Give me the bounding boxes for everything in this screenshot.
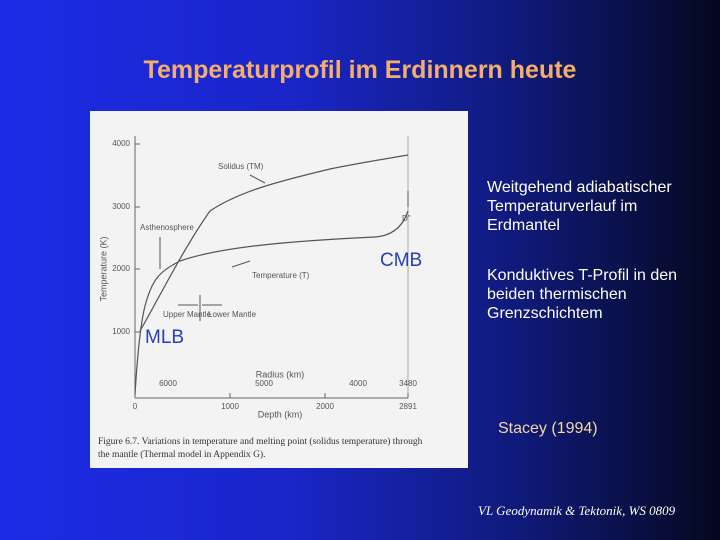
y-tick-label: 3000 <box>112 202 130 211</box>
figure-caption: Figure 6.7. Variations in temperature an… <box>98 436 423 447</box>
y-tick-label: 2000 <box>112 264 130 273</box>
footer: VL Geodynamik & Tektonik, WS 0809 <box>478 503 676 518</box>
depth-tick-label: 1000 <box>221 402 239 411</box>
radius-axis-title: Radius (km) <box>256 369 305 379</box>
figure: 4000 3000 2000 1000 0 1000 2000 2891 600… <box>90 111 468 468</box>
radius-tick-label: 3480 <box>399 379 417 388</box>
y-tick-label: 1000 <box>112 327 130 336</box>
depth-tick-label: 2000 <box>316 402 334 411</box>
y-axis-title: Temperature (K) <box>98 236 108 301</box>
temperature-curve <box>134 210 409 396</box>
annotation: Lower Mantle <box>208 310 257 319</box>
solidus-curve <box>139 154 409 332</box>
depth-tick-label: 2891 <box>399 402 417 411</box>
annotation: Asthenosphere <box>140 223 194 232</box>
y-tick-label: 4000 <box>112 139 130 148</box>
depth-tick-label: 0 <box>133 402 138 411</box>
depth-axis-title: Depth (km) <box>258 409 303 419</box>
radius-tick-label: 4000 <box>349 379 367 388</box>
annotation: D" <box>402 214 411 223</box>
annotation: Solidus (TM) <box>218 162 264 171</box>
tick-marks <box>135 143 409 398</box>
figure-background <box>90 111 468 468</box>
radius-tick-label: 5000 <box>255 379 273 388</box>
annotation: Upper Mantle <box>163 310 212 319</box>
arrows <box>159 174 409 321</box>
mlb-label: MLB <box>145 327 184 348</box>
figure-caption: the mantle (Thermal model in Appendix G)… <box>98 449 266 460</box>
annotation: Temperature (T) <box>252 271 310 280</box>
radius-tick-label: 6000 <box>159 379 177 388</box>
cmb-label: CMB <box>380 250 422 271</box>
slide-title: Temperaturprofil im Erdinnern heute <box>143 56 577 84</box>
note-conductive: Konduktives T-Profil in den beiden therm… <box>487 267 678 322</box>
note-adiabatic: Weitgehend adiabatischer Temperaturverla… <box>487 179 672 234</box>
citation: Stacey (1994) <box>498 420 598 437</box>
